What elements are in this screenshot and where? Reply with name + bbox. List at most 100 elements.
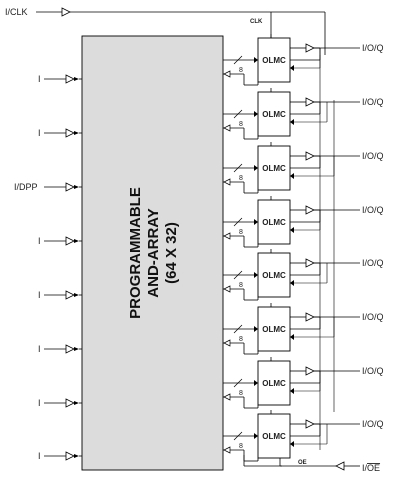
- input-pin-label: I: [38, 344, 41, 354]
- bus-width-label: 8: [239, 336, 243, 343]
- input-pin-label: I: [38, 398, 41, 408]
- bus-width-label: 8: [239, 121, 243, 128]
- output-buffer-icon: [305, 151, 315, 161]
- bus-slash-icon: [233, 109, 243, 119]
- input-pin-7: I: [38, 398, 82, 408]
- olmc-label: OLMC: [262, 56, 286, 65]
- input-pin-label: I/DPP: [14, 182, 38, 192]
- input-buffer-icon: [65, 451, 75, 461]
- output-pin-label: I/O/Q: [362, 205, 384, 215]
- bus-width-label: 8: [239, 443, 243, 450]
- olmc-box: [257, 91, 291, 137]
- bus-width-label: 8: [239, 175, 243, 182]
- output-buffer-icon: [305, 258, 315, 268]
- output-pin-label: I/O/Q: [362, 43, 384, 53]
- programmable-and-array: [81, 35, 224, 471]
- feedback-buffer-icon: [223, 178, 231, 186]
- input-buffer-icon: [65, 398, 75, 408]
- feedback-buffer-icon: [223, 446, 231, 454]
- olmc-cell-2: 8 OLMC I/O/Q: [223, 88, 384, 140]
- olmc-cell-1: 8 OLMC I/O/Q: [223, 34, 384, 86]
- array-title-line2: AND-ARRAY: [145, 208, 162, 297]
- olmc-label: OLMC: [262, 218, 286, 227]
- clock-input-buffer: [61, 7, 71, 17]
- feedback-buffer-icon: [223, 285, 231, 293]
- clock-pin-label: I/CLK: [5, 7, 28, 17]
- oe-node-label: OE: [298, 460, 307, 466]
- olmc-cell-3: 8 OLMC I/O/Q: [223, 142, 384, 194]
- output-buffer-icon: [305, 366, 315, 376]
- olmc-label: OLMC: [262, 325, 286, 334]
- output-buffer-icon: [305, 205, 315, 215]
- feedback-buffer-icon: [223, 393, 231, 401]
- bus-width-label: 8: [239, 282, 243, 289]
- input-pin-label: I: [38, 128, 41, 138]
- bus-width-label: 8: [239, 390, 243, 397]
- output-pin-label: I/O/Q: [362, 258, 384, 268]
- input-buffer-icon: [65, 290, 75, 300]
- input-pins: I I I/DPP I I I I I: [14, 74, 82, 461]
- output-buffer-icon: [305, 43, 315, 53]
- input-buffer-icon: [65, 128, 75, 138]
- olmc-cell-4: 8 OLMC I/O/Q: [223, 196, 384, 248]
- input-pin-label: I: [38, 236, 41, 246]
- olmc-cell-5: 8 OLMC I/O/Q: [223, 249, 384, 301]
- input-buffer-icon: [65, 344, 75, 354]
- olmc-label: OLMC: [262, 432, 286, 441]
- bus-slash-icon: [233, 378, 243, 388]
- output-pin-label: I/O/Q: [362, 151, 384, 161]
- olmc-label: OLMC: [262, 110, 286, 119]
- input-buffer-icon: [65, 236, 75, 246]
- input-pin-3: I/DPP: [14, 182, 82, 192]
- input-pin-label: I: [38, 290, 41, 300]
- output-buffer-icon: [305, 312, 315, 322]
- olmc-cell-8: 8 OLMC I/O/Q: [223, 410, 384, 462]
- olmc-label: OLMC: [262, 164, 286, 173]
- olmc-cell-6: 8 OLMC I/O/Q: [223, 303, 384, 355]
- olmc-box: [257, 306, 291, 352]
- bus-slash-icon: [233, 217, 243, 227]
- olmc-label: OLMC: [262, 271, 286, 280]
- feedback-buffer-icon: [223, 124, 231, 132]
- input-pin-6: I: [38, 344, 82, 354]
- bus-width-label: 8: [239, 229, 243, 236]
- olmc-label: OLMC: [262, 379, 286, 388]
- olmc-box: [257, 360, 291, 406]
- oe-pin-label-prefix: I/: [362, 463, 368, 473]
- output-pin-label: I/O/Q: [362, 312, 384, 322]
- olmc-cell-7: 8 OLMC I/O/Q: [223, 357, 384, 409]
- input-pin-2: I: [38, 128, 82, 138]
- input-pin-5: I: [38, 290, 82, 300]
- input-pin-label: I: [38, 451, 41, 461]
- input-pin-4: I: [38, 236, 82, 246]
- feedback-buffer-icon: [223, 339, 231, 347]
- feedback-buffer-icon: [223, 232, 231, 240]
- input-buffer-icon: [65, 74, 75, 84]
- output-buffer-icon: [305, 419, 315, 429]
- olmc-cells: 8 OLMC I/O/Q 8 OLMC I/O/Q 8 OLMC I/O/Q 8 OLMC I/O/Q…: [223, 34, 384, 462]
- oe-pin-label-overbar: OE: [367, 463, 380, 473]
- array-title-line1: PROGRAMMABLE: [127, 187, 144, 319]
- input-pin-label: I: [38, 74, 41, 84]
- bus-width-label: 8: [239, 67, 243, 74]
- bus-slash-icon: [233, 324, 243, 334]
- bus-slash-icon: [233, 431, 243, 441]
- oe-input-buffer: [335, 461, 345, 471]
- olmc-box: [257, 413, 291, 459]
- input-pin-1: I: [38, 74, 82, 84]
- output-pin-label: I/O/Q: [362, 366, 384, 376]
- bus-slash-icon: [233, 270, 243, 280]
- output-buffer-icon: [305, 97, 315, 107]
- output-pin-label: I/O/Q: [362, 97, 384, 107]
- olmc-box: [257, 252, 291, 298]
- olmc-box: [257, 37, 291, 83]
- array-title-line3: (64 X 32): [163, 222, 180, 284]
- bus-slash-icon: [233, 55, 243, 65]
- oe-pin-label: I/OE: [362, 463, 380, 473]
- clk-node-label: CLK: [250, 19, 263, 25]
- olmc-box: [257, 145, 291, 191]
- feedback-buffer-icon: [223, 70, 231, 78]
- input-pin-8: I: [38, 451, 82, 461]
- olmc-box: [257, 199, 291, 245]
